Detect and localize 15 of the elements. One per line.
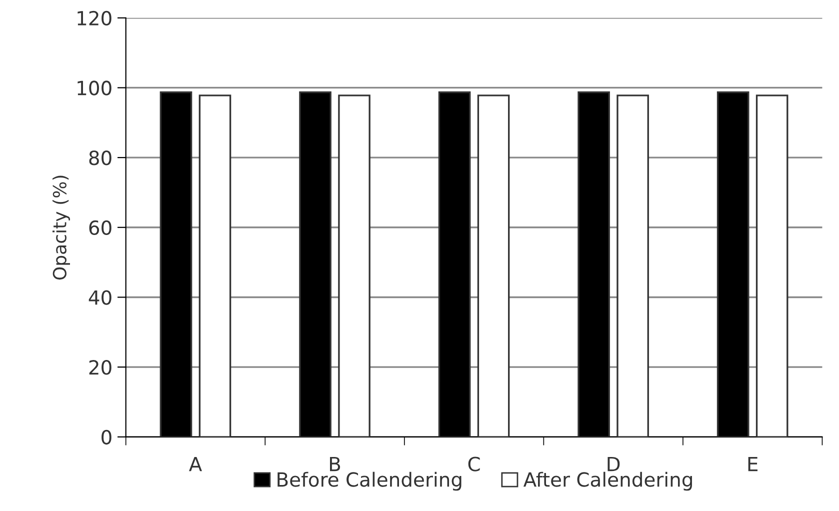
y-axis-title: Opacity (%)	[52, 176, 70, 280]
x-tick-label: C	[468, 456, 480, 472]
x-tick-label: D	[608, 456, 620, 472]
y-tick-label: 60	[89, 220, 112, 236]
legend-label: After Calendering	[523, 472, 692, 491]
x-tick-label: A	[188, 456, 202, 472]
y-tick-label: 100	[78, 80, 112, 96]
x-tick-label: B	[330, 456, 340, 472]
legend-label: Before Calendering	[278, 472, 462, 491]
x-tick-label: E	[748, 456, 758, 472]
y-tick-label: 20	[89, 360, 112, 375]
y-tick-label: 40	[88, 290, 112, 305]
y-tick-label: 120	[78, 10, 112, 26]
y-tick-label: 80	[89, 150, 112, 166]
y-tick-label: 0	[102, 430, 112, 445]
